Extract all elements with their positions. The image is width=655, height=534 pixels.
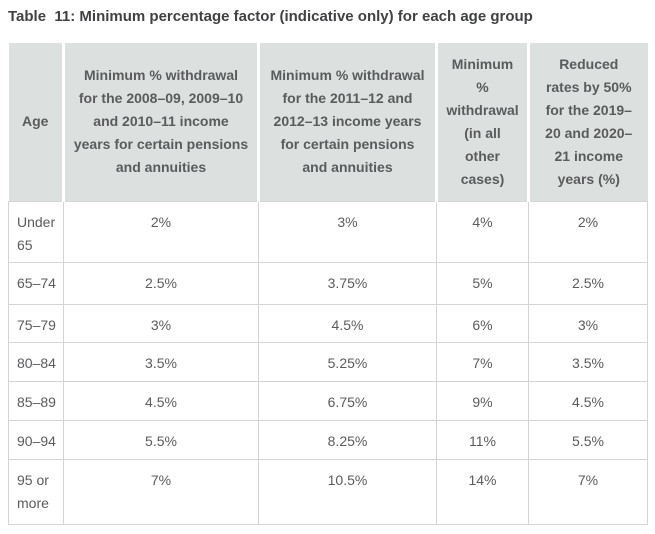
value-cell: 2.5% xyxy=(528,262,648,305)
value-cell: 11% xyxy=(436,420,529,460)
value-cell: 7% xyxy=(436,342,529,382)
table-row-85-89: 85–89 4.5% 6.75% 9% 4.5% xyxy=(8,381,648,421)
age-cell: 65–74 xyxy=(8,262,64,305)
age-factor-table: Age Minimum % withdrawal for the 2008–09… xyxy=(8,42,648,525)
age-cell: Under 65 xyxy=(8,200,64,263)
value-cell: 5.5% xyxy=(63,420,259,460)
age-cell: 90–94 xyxy=(8,420,64,460)
table-row-90-94: 90–94 5.5% 8.25% 11% 5.5% xyxy=(8,420,648,460)
column-header-age: Age xyxy=(8,42,64,201)
age-cell: 80–84 xyxy=(8,342,64,382)
column-header-all-other-cases: Minimum % withdrawal (in all other cases… xyxy=(435,42,529,201)
value-cell: 6% xyxy=(436,304,529,343)
column-header-2008-11-withdrawal: Minimum % withdrawal for the 2008–09, 20… xyxy=(62,42,259,201)
column-header-2011-13-withdrawal: Minimum % withdrawal for the 2011–12 and… xyxy=(257,42,437,201)
value-cell: 3% xyxy=(63,304,259,343)
table-title: Table 11: Minimum percentage factor (ind… xyxy=(8,8,533,25)
table-header: Age Minimum % withdrawal for the 2008–09… xyxy=(8,42,648,201)
value-cell: 2% xyxy=(63,200,259,263)
value-cell: 2% xyxy=(528,200,648,263)
age-cell: 85–89 xyxy=(8,381,64,421)
table-row-65-74: 65–74 2.5% 3.75% 5% 2.5% xyxy=(8,262,648,305)
value-cell: 3.5% xyxy=(528,342,648,382)
value-cell: 10.5% xyxy=(258,459,437,525)
value-cell: 6.75% xyxy=(258,381,437,421)
value-cell: 5.5% xyxy=(528,420,648,460)
value-cell: 3% xyxy=(258,200,437,263)
table-row-95-or-more: 95 or more 7% 10.5% 14% 7% xyxy=(8,459,648,525)
age-cell: 95 or more xyxy=(8,459,64,525)
table-row-75-79: 75–79 3% 4.5% 6% 3% xyxy=(8,304,648,343)
value-cell: 3.5% xyxy=(63,342,259,382)
value-cell: 4.5% xyxy=(258,304,437,343)
column-header-reduced-rates: Reduced rates by 50% for the 2019– 20 an… xyxy=(527,42,648,201)
value-cell: 4.5% xyxy=(528,381,648,421)
header-row: Age Minimum % withdrawal for the 2008–09… xyxy=(8,42,648,201)
value-cell: 14% xyxy=(436,459,529,525)
value-cell: 3.75% xyxy=(258,262,437,305)
table-row-80-84: 80–84 3.5% 5.25% 7% 3.5% xyxy=(8,342,648,382)
value-cell: 7% xyxy=(528,459,648,525)
table-row-under-65: Under 65 2% 3% 4% 2% xyxy=(8,200,648,263)
value-cell: 4% xyxy=(436,200,529,263)
value-cell: 8.25% xyxy=(258,420,437,460)
value-cell: 9% xyxy=(436,381,529,421)
age-cell: 75–79 xyxy=(8,304,64,343)
value-cell: 5.25% xyxy=(258,342,437,382)
value-cell: 4.5% xyxy=(63,381,259,421)
value-cell: 7% xyxy=(63,459,259,525)
table-body: Under 65 2% 3% 4% 2% 65–74 2.5% 3.75% 5%… xyxy=(8,200,648,525)
value-cell: 5% xyxy=(436,262,529,305)
value-cell: 3% xyxy=(528,304,648,343)
value-cell: 2.5% xyxy=(63,262,259,305)
